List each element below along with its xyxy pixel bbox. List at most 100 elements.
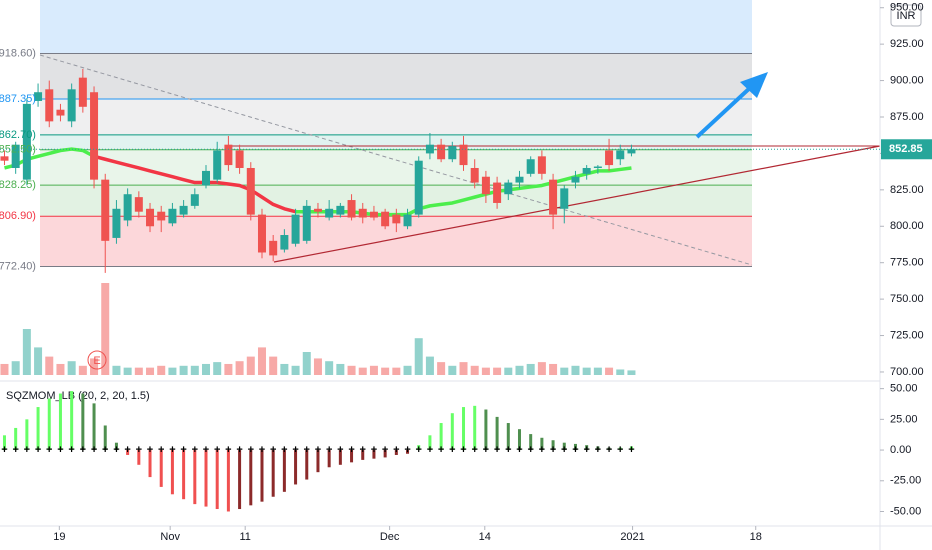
- squeeze-dot: +: [360, 444, 366, 456]
- squeeze-dot: +: [158, 444, 164, 456]
- squeeze-dot: +: [606, 444, 612, 456]
- candle-body: [347, 200, 356, 218]
- candle-body: [392, 214, 401, 224]
- volume-bar: [291, 365, 300, 375]
- candle-body: [157, 211, 166, 221]
- squeeze-dot: +: [68, 444, 74, 456]
- volume-bar: [213, 362, 222, 375]
- volume-bar: [437, 362, 446, 375]
- volume-bar: [123, 367, 132, 375]
- candle-body: [22, 103, 31, 180]
- y-tick-label: 0.00: [890, 444, 911, 456]
- momentum-bar: [551, 440, 555, 451]
- fib-band: [40, 53, 752, 100]
- volume-bar: [67, 361, 76, 375]
- squeeze-dot: +: [214, 444, 220, 456]
- volume-bar: [56, 363, 65, 375]
- squeeze-dot: +: [583, 444, 589, 456]
- volume-bar: [157, 365, 166, 375]
- squeeze-dot: +: [527, 444, 533, 456]
- volume-bar: [224, 363, 233, 375]
- momentum-bar: [506, 423, 510, 451]
- squeeze-dot: +: [225, 444, 231, 456]
- candle-body: [537, 156, 546, 174]
- volume-bar: [347, 365, 356, 375]
- candle-body: [291, 214, 300, 244]
- momentum-bar: [462, 407, 466, 451]
- squeeze-dot: +: [516, 444, 522, 456]
- volume-bar: [269, 356, 278, 375]
- squeeze-dot: +: [561, 444, 567, 456]
- squeeze-dot: +: [460, 444, 466, 456]
- momentum-bar: [372, 450, 376, 459]
- momentum-bar: [350, 450, 354, 463]
- fib-band: [40, 149, 752, 186]
- fib-label: (772.40): [0, 260, 36, 272]
- fib-label: (918.60): [0, 47, 36, 59]
- momentum-bar: [2, 435, 6, 451]
- momentum-bar: [36, 407, 40, 451]
- last-price-label: 852.85: [889, 143, 923, 155]
- volume-bar: [112, 365, 121, 375]
- momentum-bar: [618, 447, 622, 451]
- x-tick-label: 19: [53, 531, 65, 543]
- volume-bar: [78, 365, 87, 375]
- momentum-bar: [495, 416, 499, 451]
- candle-body: [112, 208, 121, 238]
- candle-body: [235, 150, 244, 168]
- volume-bar: [134, 367, 143, 375]
- volume-bar: [627, 370, 636, 375]
- momentum-bar: [92, 403, 96, 451]
- momentum-bar: [484, 409, 488, 451]
- squeeze-dot: +: [192, 444, 198, 456]
- squeeze-dot: +: [203, 444, 209, 456]
- squeeze-dot: +: [539, 444, 545, 456]
- squeeze-dot: +: [404, 444, 410, 456]
- squeeze-dot: +: [147, 444, 153, 456]
- x-tick-label: 18: [750, 531, 762, 543]
- volume-bar: [582, 367, 591, 375]
- squeeze-dot: +: [124, 444, 130, 456]
- fib-label: (806.90): [0, 210, 36, 222]
- momentum-bar: [137, 450, 141, 465]
- trend-support: [273, 145, 881, 263]
- momentum-bar: [383, 450, 387, 458]
- candle-body: [168, 208, 177, 224]
- candle-body: [313, 208, 322, 212]
- y-tick-label: 825.00: [890, 184, 924, 196]
- momentum-bar: [417, 445, 421, 451]
- candle-body: [213, 150, 222, 180]
- x-tick-label: 2021: [620, 531, 644, 543]
- squeeze-dot: +: [449, 444, 455, 456]
- momentum-bar: [271, 450, 275, 497]
- y-tick-label: 875.00: [890, 111, 924, 123]
- squeeze-dot: +: [628, 444, 634, 456]
- volume-bar: [34, 347, 43, 375]
- candle-body: [146, 208, 155, 227]
- momentum-bar: [540, 437, 544, 451]
- squeeze-dot: +: [416, 444, 422, 456]
- momentum-bar: [573, 443, 577, 451]
- momentum-bar: [428, 435, 432, 451]
- squeeze-dot: +: [236, 444, 242, 456]
- candle-body: [414, 160, 423, 215]
- fib-top-band: [40, 0, 752, 54]
- fib-label: (852.50): [0, 144, 36, 156]
- candle-body: [280, 235, 289, 250]
- candle-body: [403, 214, 412, 227]
- momentum-bar: [182, 450, 186, 500]
- squeeze-dot: +: [136, 444, 142, 456]
- momentum-bar: [114, 442, 118, 451]
- momentum-bar: [249, 450, 253, 506]
- momentum-bar: [629, 446, 633, 451]
- volume-bar: [470, 365, 479, 375]
- candle-body: [459, 144, 468, 166]
- x-tick-label: 14: [479, 531, 491, 543]
- last-price-tag: [881, 139, 932, 160]
- squeeze-dot: +: [382, 444, 388, 456]
- squeeze-dot: +: [270, 444, 276, 456]
- fib-label: (887.35): [0, 93, 36, 105]
- candle-body: [325, 208, 334, 218]
- arrow: [695, 72, 768, 139]
- volume-bar: [481, 367, 490, 375]
